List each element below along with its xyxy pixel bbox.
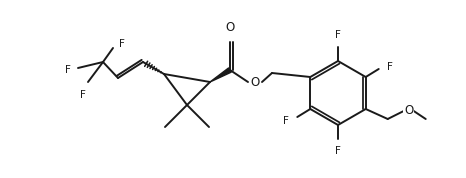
Text: F: F [65,65,71,75]
Text: F: F [283,116,289,126]
Polygon shape [210,68,231,82]
Text: F: F [119,39,125,49]
Text: F: F [335,30,341,40]
Text: O: O [404,104,413,117]
Text: F: F [387,62,392,72]
Text: O: O [250,75,260,88]
Text: F: F [335,146,341,156]
Text: F: F [80,90,86,100]
Text: O: O [226,21,234,34]
